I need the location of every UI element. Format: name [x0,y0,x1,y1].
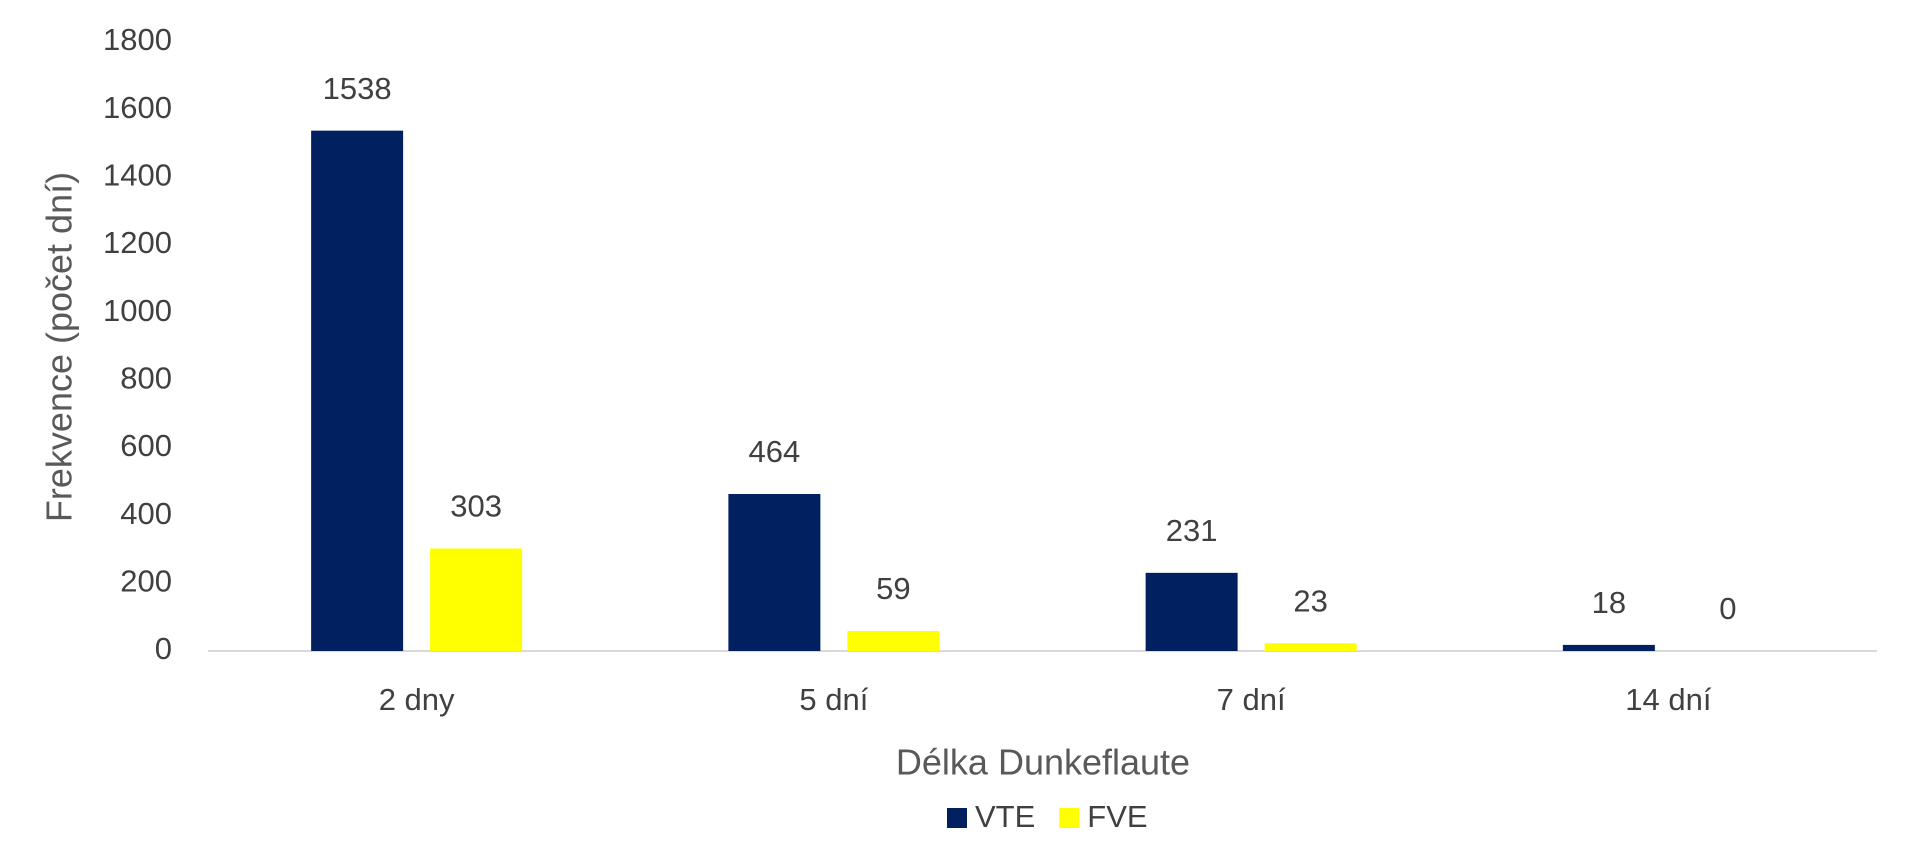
bar [311,130,404,652]
bar [847,631,940,651]
x-tick-label: 14 dní [1625,682,1712,717]
x-tick-label: 7 dní [1217,682,1286,717]
x-axis-title: Délka Dunkeflaute [896,742,1190,783]
y-tick-label: 1600 [103,90,172,125]
data-label: 0 [1719,591,1736,626]
data-label: 1538 [323,71,392,106]
data-label: 303 [450,489,502,524]
data-label: 464 [749,434,801,469]
bar [728,494,821,651]
x-tick-label: 2 dny [379,682,455,717]
y-tick-label: 600 [120,428,172,463]
y-tick-label: 1000 [103,293,172,328]
bar [1264,643,1357,651]
data-label: 231 [1166,513,1218,548]
y-tick-label: 1800 [103,22,172,57]
y-tick-label: 800 [120,361,172,396]
y-tick-label: 0 [155,631,172,666]
y-tick-label: 200 [120,564,172,599]
y-tick-label: 1200 [103,225,172,260]
bar [430,548,523,651]
bar [1562,644,1655,651]
data-label: 23 [1293,583,1327,618]
legend-swatch [947,808,967,828]
x-tick-label: 5 dní [799,682,868,717]
y-tick-label: 400 [120,496,172,531]
data-label: 59 [876,571,910,606]
legend-label: FVE [1087,799,1147,834]
bar [1145,572,1238,651]
y-tick-label: 1400 [103,158,172,193]
legend-label: VTE [975,799,1035,834]
y-axis-title: Frekvence (počet dní) [39,172,80,522]
legend-swatch [1059,808,1080,828]
data-label: 18 [1592,585,1626,620]
